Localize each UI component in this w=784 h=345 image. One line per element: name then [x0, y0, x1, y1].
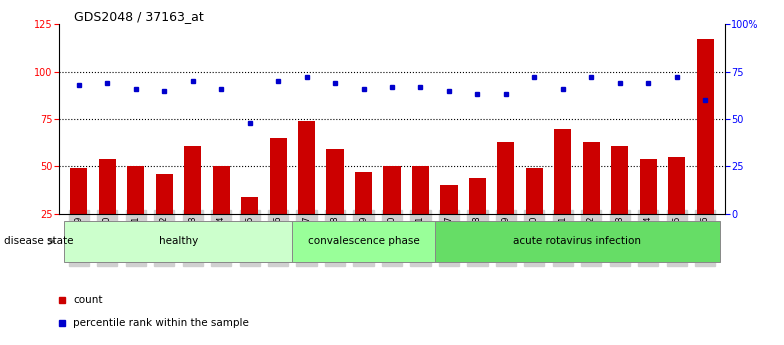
Bar	[497, 142, 514, 262]
Bar	[355, 172, 372, 262]
Bar	[184, 146, 201, 262]
Bar	[64, 221, 292, 262]
Bar	[127, 166, 144, 262]
Bar	[241, 197, 258, 262]
Bar	[156, 174, 172, 262]
Bar	[71, 168, 87, 262]
Bar	[212, 166, 230, 262]
Bar	[298, 121, 315, 262]
Text: convalescence phase: convalescence phase	[307, 237, 419, 246]
Bar	[441, 186, 458, 262]
Bar	[292, 221, 434, 262]
Bar	[612, 146, 628, 262]
Text: healthy: healthy	[159, 237, 198, 246]
Text: GDS2048 / 37163_at: GDS2048 / 37163_at	[74, 10, 204, 23]
Bar	[640, 159, 657, 262]
Text: disease state: disease state	[4, 237, 74, 246]
Bar	[412, 166, 429, 262]
Bar	[434, 221, 720, 262]
Bar	[583, 142, 600, 262]
Bar	[697, 39, 713, 262]
Bar	[270, 138, 287, 262]
Bar	[668, 157, 685, 262]
Bar	[554, 128, 572, 262]
Bar	[99, 159, 116, 262]
Text: count: count	[73, 295, 103, 305]
Bar	[469, 178, 486, 262]
Text: percentile rank within the sample: percentile rank within the sample	[73, 318, 249, 328]
Bar	[383, 166, 401, 262]
Text: acute rotavirus infection: acute rotavirus infection	[513, 237, 641, 246]
Bar	[526, 168, 543, 262]
Bar	[326, 149, 343, 262]
